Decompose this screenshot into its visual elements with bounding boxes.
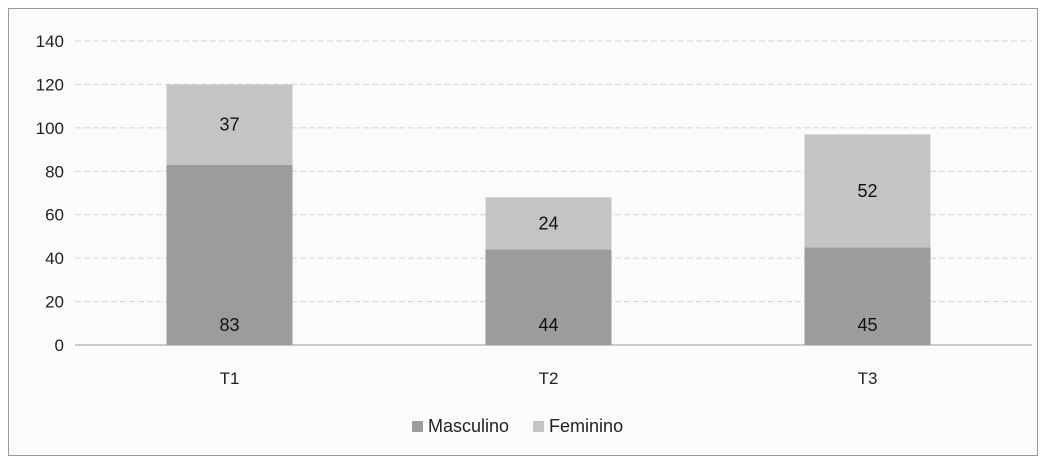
data-label: 45	[857, 315, 877, 335]
bar-feminino-t2	[485, 197, 612, 250]
x-tick-label: T2	[539, 369, 559, 388]
legend-label: Masculino	[428, 416, 509, 436]
y-tick-label: 40	[45, 249, 64, 268]
x-tick-label: T3	[858, 369, 878, 388]
y-tick-label: 140	[36, 32, 64, 51]
y-tick-label: 80	[45, 162, 64, 181]
x-axis: T1 T2 T3	[220, 369, 878, 388]
y-axis: 0 20 40 60 80 100 120 140	[36, 32, 64, 355]
legend: Masculino Feminino	[412, 416, 623, 436]
legend-label: Feminino	[549, 416, 623, 436]
y-tick-label: 100	[36, 119, 64, 138]
bar-masculino-t1	[166, 164, 293, 345]
data-label: 83	[219, 315, 239, 335]
data-label: 24	[538, 213, 558, 233]
legend-swatch-masculino	[412, 421, 423, 432]
bar-masculino-t2	[485, 249, 612, 345]
bars: 83 37 44 24 45 52	[166, 84, 931, 345]
y-tick-label: 60	[45, 206, 64, 225]
x-tick-label: T1	[220, 369, 240, 388]
data-label: 52	[857, 181, 877, 201]
data-label: 37	[219, 115, 239, 135]
y-tick-label: 0	[55, 336, 64, 355]
y-tick-label: 20	[45, 293, 64, 312]
bar-feminino-t3	[804, 134, 931, 248]
legend-swatch-feminino	[533, 421, 545, 432]
bar-masculino-t3	[804, 247, 931, 345]
y-tick-label: 120	[36, 75, 64, 94]
bar-feminino-t1	[166, 84, 293, 165]
data-label: 44	[538, 315, 558, 335]
